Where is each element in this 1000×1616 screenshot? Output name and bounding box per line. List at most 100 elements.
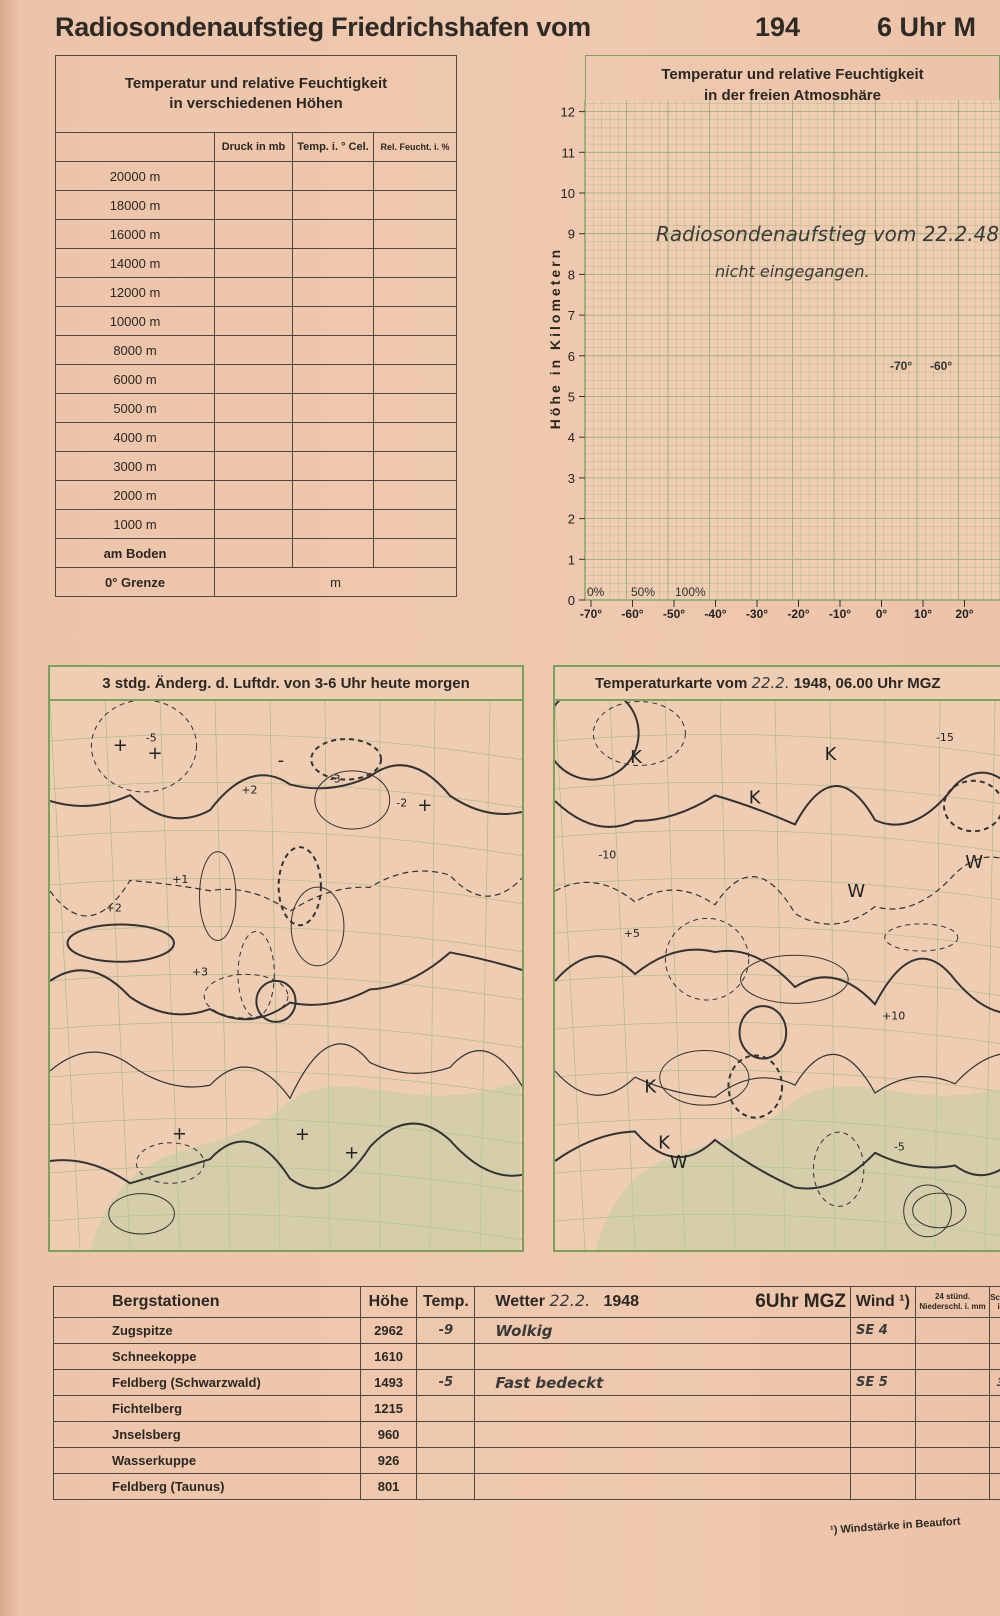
temp-cell[interactable] [292, 451, 374, 481]
x-tick-label: -40° [704, 607, 726, 621]
longitude-line [554, 700, 586, 1251]
station-name: Feldberg (Taunus) [53, 1473, 361, 1500]
pressure-cell[interactable] [214, 393, 293, 423]
temp-cell[interactable] [292, 364, 374, 394]
pressure-cell[interactable] [214, 509, 293, 539]
humidity-cell[interactable] [373, 451, 457, 481]
temp-cell[interactable]: -5 [416, 1369, 476, 1396]
temp-cell[interactable] [292, 219, 374, 249]
longitude-line [664, 700, 686, 1251]
precip-cell[interactable] [914, 1421, 991, 1448]
temp-cell[interactable] [416, 1447, 476, 1474]
temp-cell[interactable] [416, 1395, 476, 1422]
temp-cell[interactable] [292, 248, 374, 278]
latitude-line [49, 734, 531, 762]
wind-cell[interactable]: SE 4 [850, 1317, 916, 1344]
humidity-cell[interactable] [373, 306, 457, 336]
y-tick-label: 1 [568, 552, 575, 567]
humidity-cell[interactable] [373, 538, 457, 568]
humidity-cell[interactable] [373, 219, 457, 249]
pressure-cell[interactable] [214, 248, 293, 278]
snow-cell[interactable] [989, 1421, 1000, 1448]
temp-cell[interactable] [292, 393, 374, 423]
temp-cell[interactable] [416, 1421, 476, 1448]
precip-cell[interactable] [914, 1473, 991, 1500]
temp-cell[interactable] [292, 277, 374, 307]
humidity-cell[interactable] [373, 393, 457, 423]
longitude-line [104, 700, 131, 1251]
snow-cell[interactable] [989, 1317, 1000, 1344]
temp-cell[interactable] [416, 1473, 476, 1500]
pressure-cell[interactable] [214, 277, 293, 307]
y-tick-label: 12 [561, 105, 575, 120]
graph-title: Temperatur und relative Feuchtigkeit [661, 66, 924, 83]
weather-cell[interactable]: Wolkig [474, 1317, 851, 1344]
temp-cell[interactable] [416, 1343, 476, 1370]
wind-cell[interactable] [850, 1447, 916, 1474]
snow-cell[interactable] [989, 1395, 1000, 1422]
temp-cell[interactable] [292, 335, 374, 365]
temp-cell[interactable] [292, 190, 374, 220]
temp-cell[interactable] [292, 509, 374, 539]
humidity-cell[interactable] [373, 335, 457, 365]
weather-cell[interactable] [474, 1343, 851, 1370]
zero-degree-value[interactable]: m [214, 567, 457, 597]
humidity-cell[interactable] [373, 364, 457, 394]
humidity-tick-label: 100% [675, 585, 706, 599]
humidity-cell[interactable] [373, 509, 457, 539]
pressure-cell[interactable] [214, 335, 293, 365]
temp-cell[interactable] [292, 538, 374, 568]
wind-cell[interactable] [850, 1421, 916, 1448]
weather-cell[interactable] [474, 1447, 851, 1474]
table-row: 6000 m [55, 364, 457, 394]
latitude-line [554, 878, 1000, 900]
precip-cell[interactable] [914, 1317, 991, 1344]
pressure-cell[interactable] [214, 190, 293, 220]
pressure-cell[interactable] [214, 451, 293, 481]
precip-cell[interactable] [914, 1395, 991, 1422]
contour-line [277, 846, 322, 927]
temp-cell[interactable]: -9 [416, 1317, 476, 1344]
pressure-cell[interactable] [214, 306, 293, 336]
precip-cell[interactable] [914, 1447, 991, 1474]
weather-cell[interactable] [474, 1395, 851, 1422]
snow-cell[interactable] [989, 1473, 1000, 1500]
map-label: W [670, 1152, 688, 1173]
humidity-cell[interactable] [373, 190, 457, 220]
snow-cell[interactable] [989, 1343, 1000, 1370]
wind-cell[interactable] [850, 1395, 916, 1422]
pressure-cell[interactable] [214, 538, 293, 568]
isoline [554, 856, 1000, 925]
pressure-cell[interactable] [214, 364, 293, 394]
latitude-line [49, 878, 531, 906]
latitude-line [49, 1166, 531, 1194]
snow-cell[interactable]: 35 [989, 1369, 1000, 1396]
pressure-cell[interactable] [214, 219, 293, 249]
isoline [554, 771, 1000, 828]
humidity-cell[interactable] [373, 248, 457, 278]
humidity-cell[interactable] [373, 422, 457, 452]
weather-cell[interactable]: Fast bedeckt [474, 1369, 851, 1396]
precip-cell[interactable] [914, 1369, 991, 1396]
col-header: Druck in mb [214, 132, 293, 162]
wind-cell[interactable] [850, 1343, 916, 1370]
humidity-cell[interactable] [373, 480, 457, 510]
table-row: 0° Grenze m [55, 567, 457, 597]
temp-cell[interactable] [292, 422, 374, 452]
pressure-cell[interactable] [214, 422, 293, 452]
precip-cell[interactable] [914, 1343, 991, 1370]
wind-cell[interactable]: SE 5 [850, 1369, 916, 1396]
weather-cell[interactable] [474, 1421, 851, 1448]
map-label: K [658, 1133, 671, 1154]
humidity-cell[interactable] [373, 161, 457, 191]
col-header: Bergstationen [53, 1286, 361, 1318]
weather-cell[interactable] [474, 1473, 851, 1500]
humidity-cell[interactable] [373, 277, 457, 307]
pressure-cell[interactable] [214, 480, 293, 510]
temp-cell[interactable] [292, 480, 374, 510]
pressure-cell[interactable] [214, 161, 293, 191]
temp-cell[interactable] [292, 306, 374, 336]
snow-cell[interactable] [989, 1447, 1000, 1474]
wind-cell[interactable] [850, 1473, 916, 1500]
temp-cell[interactable] [292, 161, 374, 191]
